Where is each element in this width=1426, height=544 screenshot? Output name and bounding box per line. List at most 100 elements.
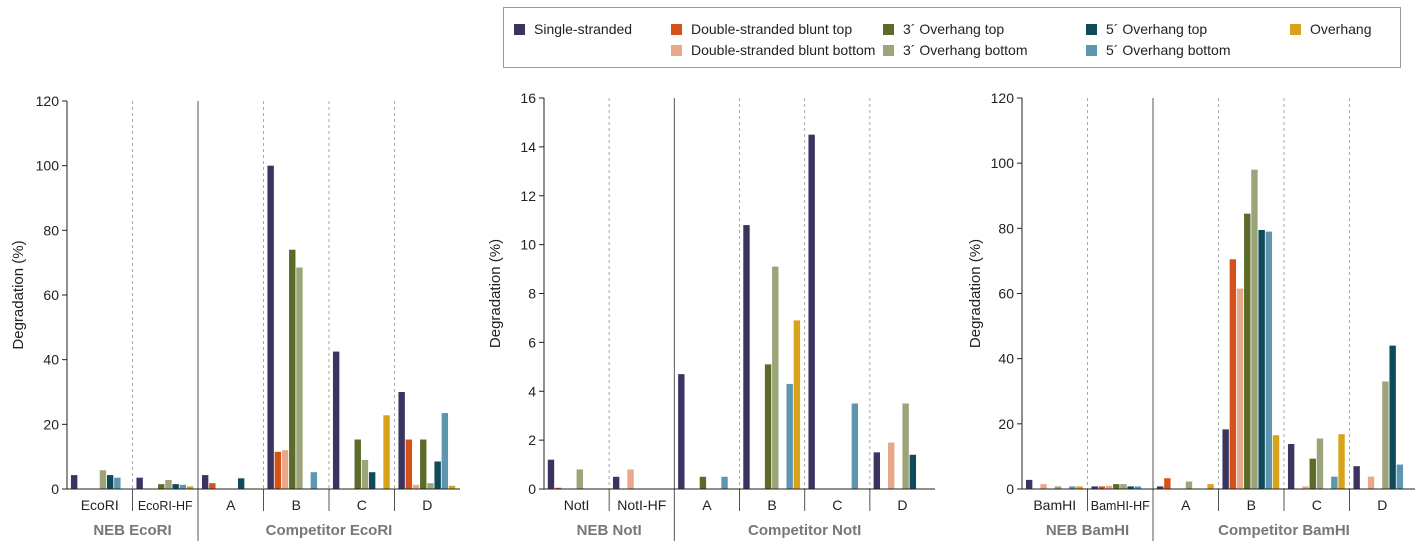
- bar: [332, 351, 340, 489]
- y-tick-label: 10: [520, 237, 536, 253]
- bar: [354, 439, 361, 489]
- bar: [201, 475, 209, 489]
- bar: [1367, 476, 1375, 489]
- bar: [678, 374, 685, 489]
- bar: [1156, 486, 1164, 489]
- group-label: Competitor NotI: [748, 522, 861, 539]
- bar: [1207, 484, 1214, 489]
- bar: [721, 476, 728, 489]
- bar: [786, 383, 793, 489]
- bar: [1389, 345, 1396, 489]
- bar: [772, 266, 779, 489]
- bar: [1316, 438, 1324, 489]
- bar: [1338, 434, 1345, 489]
- legend-item: 3´ Overhang top: [883, 21, 1004, 37]
- bar: [1040, 484, 1047, 489]
- category-label: NotI-HF: [617, 497, 666, 513]
- y-tick-label: 20: [998, 416, 1014, 432]
- bar: [99, 470, 107, 489]
- category-label: C: [357, 497, 367, 513]
- bar: [158, 484, 165, 489]
- bar: [274, 451, 282, 489]
- category-label: A: [702, 497, 712, 513]
- category-label: BamHI: [1033, 497, 1076, 513]
- bar: [1309, 458, 1316, 489]
- category-label: B: [767, 497, 776, 513]
- bar: [136, 477, 143, 489]
- bar: [873, 452, 881, 489]
- chart-legend: Single-stranded Double-stranded blunt top…: [503, 7, 1401, 68]
- bar: [1127, 486, 1134, 489]
- legend-swatch: [514, 24, 525, 35]
- chart-panel: 0 20 40 60 80 100 120 Degradation (%) BamHI BamHI…: [967, 90, 1415, 541]
- bar: [547, 459, 555, 489]
- bar: [612, 476, 620, 489]
- legend-label: 5´ Overhang top: [1106, 21, 1208, 37]
- y-tick-label: 120: [991, 90, 1015, 106]
- legend-label: Overhang: [1310, 21, 1372, 37]
- bar: [851, 403, 859, 489]
- bar: [383, 415, 390, 489]
- y-tick-label: 100: [991, 155, 1015, 171]
- category-label: A: [1181, 497, 1191, 513]
- y-tick-label: 14: [520, 139, 536, 155]
- bar: [281, 450, 289, 489]
- category-label: EcoRI-HF: [138, 499, 193, 513]
- bar: [1113, 484, 1120, 489]
- category-label: C: [1312, 497, 1322, 513]
- legend-item: Overhang: [1290, 21, 1371, 37]
- y-tick-label: 2: [528, 432, 536, 448]
- bar: [427, 483, 434, 489]
- y-tick-label: 0: [528, 481, 536, 497]
- bar: [209, 483, 216, 489]
- bar: [70, 475, 78, 489]
- y-tick-label: 60: [43, 287, 59, 303]
- legend-label: Double-stranded blunt bottom: [691, 42, 876, 58]
- bar: [1025, 479, 1033, 489]
- legend-swatch: [671, 45, 682, 56]
- bar: [902, 403, 909, 489]
- bar: [909, 454, 917, 489]
- y-tick-label: 8: [528, 286, 536, 302]
- bar: [310, 472, 318, 489]
- bar: [1265, 231, 1273, 489]
- category-label: D: [1377, 497, 1387, 513]
- y-axis-label: Degradation (%): [967, 239, 984, 348]
- bar: [1287, 444, 1295, 489]
- legend-swatch: [1086, 45, 1097, 56]
- bar: [1229, 259, 1237, 489]
- bar: [267, 165, 274, 490]
- y-tick-label: 120: [36, 93, 60, 109]
- y-tick-label: 40: [43, 352, 59, 368]
- bar: [1251, 169, 1258, 489]
- chart-panel: 0 2 4 6 8 10 12 14 16 Degradation (%) NotI NotI-HF A…: [487, 90, 935, 541]
- bar: [114, 477, 121, 489]
- bar: [405, 439, 413, 489]
- group-label: Competitor EcoRI: [266, 522, 393, 539]
- y-tick-label: 100: [36, 158, 60, 174]
- category-label: D: [897, 497, 907, 513]
- category-label: A: [226, 497, 236, 513]
- y-tick-label: 40: [998, 351, 1014, 367]
- bar: [627, 469, 634, 489]
- bar: [172, 484, 179, 489]
- legend-item: Single-stranded: [514, 21, 632, 37]
- bar: [448, 485, 456, 489]
- bar: [296, 267, 303, 489]
- bar: [699, 476, 707, 489]
- y-tick-label: 80: [998, 220, 1014, 236]
- y-tick-label: 16: [520, 90, 536, 106]
- bar: [412, 484, 420, 489]
- chart-panel: 0 20 40 60 80 100 120 Degradation (%) EcoRI EcoRI…: [10, 93, 460, 541]
- bar: [888, 442, 895, 489]
- bar: [1120, 484, 1127, 489]
- bar: [554, 487, 562, 489]
- legend-label: 3´ Overhang top: [903, 21, 1005, 37]
- legend-swatch: [1086, 24, 1097, 35]
- category-label: B: [292, 497, 301, 513]
- bar: [186, 486, 194, 489]
- legend-item: Double-stranded blunt top: [671, 21, 852, 37]
- bar: [106, 475, 114, 489]
- bar: [368, 472, 376, 489]
